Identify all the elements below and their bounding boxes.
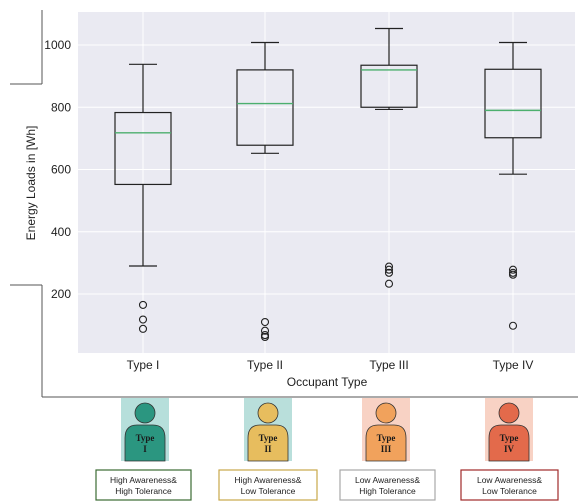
box-2 bbox=[236, 41, 294, 342]
iqr-box bbox=[484, 68, 542, 139]
person-body-icon bbox=[488, 424, 530, 462]
occupant-card-1: High Awareness&High Tolerance bbox=[95, 469, 192, 501]
outlier-point bbox=[138, 315, 148, 324]
outlier-point bbox=[260, 317, 270, 327]
person-head-icon bbox=[134, 402, 156, 424]
y-tick-label: 1000 bbox=[44, 38, 71, 52]
occupant-type-number: III bbox=[381, 444, 392, 454]
occupant-type-label: Type bbox=[136, 433, 155, 443]
occupant-type-label: Type bbox=[377, 433, 396, 443]
occupant-card-line2: Low Tolerance bbox=[241, 486, 296, 496]
occupant-card-border bbox=[95, 469, 192, 501]
frame-lines bbox=[10, 10, 578, 398]
iqr-box bbox=[114, 111, 172, 186]
occupant-card-line2: High Tolerance bbox=[115, 486, 172, 496]
outlier-point bbox=[138, 300, 148, 309]
box-1 bbox=[114, 63, 172, 333]
occupant-card-2: High Awareness&Low Tolerance bbox=[218, 469, 318, 501]
outlier-point bbox=[508, 270, 518, 279]
person-head-icon bbox=[375, 402, 397, 424]
occupant-card-line1: High Awareness& bbox=[235, 475, 302, 485]
occupant-card-line1: Low Awareness& bbox=[477, 475, 542, 485]
person-body-icon bbox=[365, 424, 407, 462]
x-axis-label: Occupant Type bbox=[287, 375, 368, 389]
boxes bbox=[114, 27, 542, 342]
x-tick-label: Type IV bbox=[493, 358, 534, 372]
outlier-point bbox=[260, 326, 270, 335]
person-body-icon bbox=[124, 424, 166, 462]
person-head-icon bbox=[498, 402, 520, 424]
x-tick-label: Type III bbox=[369, 358, 408, 372]
y-tick-label: 800 bbox=[51, 100, 71, 114]
y-ticks: 200 400 600 800 1000 bbox=[44, 38, 71, 301]
outlier-point bbox=[384, 265, 394, 274]
occupant-card-border bbox=[339, 469, 436, 501]
plot-area bbox=[78, 12, 575, 353]
outlier-point bbox=[260, 332, 270, 342]
outlier-point bbox=[384, 268, 394, 277]
outlier-point bbox=[508, 265, 518, 274]
occupant-type-number: IV bbox=[504, 444, 515, 454]
occupant-card-border bbox=[460, 469, 559, 501]
occupant-card-line1: Low Awareness& bbox=[355, 475, 420, 485]
occupant-card-line1: High Awareness& bbox=[110, 475, 177, 485]
iqr-box bbox=[236, 69, 294, 146]
y-axis-label: Energy Loads in [Wh] bbox=[24, 126, 38, 241]
occupant-card-3: Low Awareness&High Tolerance bbox=[339, 469, 436, 501]
occupant-type-label: Type bbox=[259, 433, 278, 443]
iqr-box bbox=[360, 64, 418, 108]
outlier-point bbox=[508, 321, 518, 330]
person-head-icon bbox=[257, 402, 279, 424]
occupant-type-number: I bbox=[143, 444, 147, 454]
occupant-card-4: Low Awareness&Low Tolerance bbox=[460, 469, 559, 501]
outlier-point bbox=[384, 279, 394, 288]
y-tick-label: 400 bbox=[51, 225, 71, 239]
box-4 bbox=[484, 41, 542, 330]
box-3 bbox=[360, 27, 418, 288]
outlier-point bbox=[138, 324, 148, 333]
occupant-card-line2: Low Tolerance bbox=[482, 486, 537, 496]
occupant-card-line2: High Tolerance bbox=[359, 486, 416, 496]
x-ticks: Type I Type II Type III Type IV bbox=[127, 358, 534, 372]
occupant-type-number: II bbox=[264, 444, 272, 454]
y-tick-label: 600 bbox=[51, 163, 71, 177]
person-body-icon bbox=[247, 424, 289, 462]
x-tick-label: Type II bbox=[247, 358, 283, 372]
outlier-point bbox=[384, 262, 394, 271]
x-tick-label: Type I bbox=[127, 358, 160, 372]
y-tick-label: 200 bbox=[51, 287, 71, 301]
occupant-card-border bbox=[218, 469, 318, 501]
occupant-type-label: Type bbox=[500, 433, 519, 443]
